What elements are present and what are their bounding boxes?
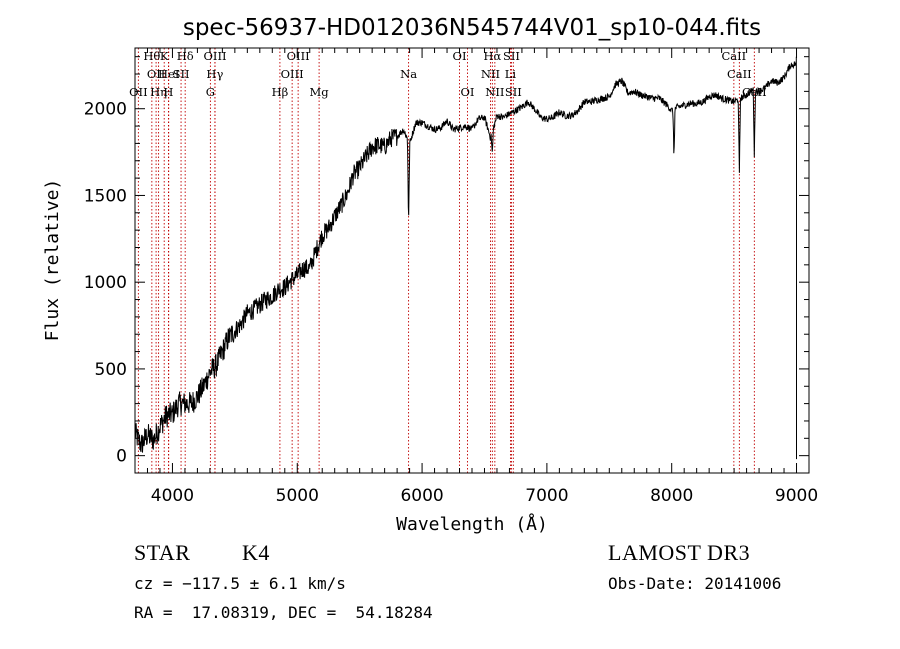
spectral-line-label: OII: [129, 85, 148, 99]
spectral-line-label: OIII: [287, 49, 310, 63]
spectral-line-label: Hγ: [206, 67, 223, 81]
plot-frame: [134, 47, 810, 474]
y-tick-label: 0: [116, 447, 127, 467]
y-tick-label: 1000: [84, 273, 127, 293]
spectral-line-label: OI: [461, 85, 475, 99]
x-tick-label: 4000: [151, 486, 194, 506]
spectral-line-markers: [137, 48, 755, 473]
spectral-line-label: NII: [485, 85, 504, 99]
flux-series-line: [134, 56, 797, 460]
x-tick-label: 7000: [525, 486, 568, 506]
spectral-line-label: Hδ: [177, 49, 194, 63]
y-tick-label: 1500: [84, 186, 127, 206]
observation-date: Obs-Date: 20141006: [608, 574, 782, 593]
spectral-line-label: NII: [481, 67, 500, 81]
spectral-line-label: OII: [147, 67, 166, 81]
x-axis-label: Wavelength (Å): [396, 513, 548, 535]
spectral-line-label: K: [160, 49, 169, 63]
object-subclass: K4: [242, 540, 270, 565]
spectral-line-label: SII: [173, 67, 190, 81]
spectral-line-label: SII: [503, 49, 520, 63]
redshift-velocity: cz = −117.5 ± 6.1 km/s: [134, 574, 346, 593]
spectral-line-label: H: [163, 85, 173, 99]
spectral-line-label: Li: [505, 67, 517, 81]
x-tick-label: 6000: [400, 486, 443, 506]
y-axis-ticks: 0 500 1000 1500 2000: [84, 56, 809, 474]
spectral-line-label: CaII: [721, 49, 746, 63]
spectral-line-label: Hα: [483, 49, 501, 63]
spectral-line-label: Na: [400, 67, 417, 81]
spectral-line-label: Hθ: [143, 49, 160, 63]
x-tick-label: 5000: [276, 486, 319, 506]
spectral-line-label: G: [206, 85, 215, 99]
x-tick-label: 9000: [775, 486, 818, 506]
spectral-line-label: OI: [453, 49, 467, 63]
chart-title: spec-56937-HD012036N545744V01_sp10-044.f…: [183, 15, 761, 41]
y-axis-label: Flux (relative): [42, 179, 63, 342]
object-class: STAR: [134, 540, 191, 565]
spectral-line-label: OIII: [281, 67, 304, 81]
x-axis-ticks: 4000 5000 6000 7000 8000 9000: [146, 48, 818, 506]
spectral-line-label: Hη: [150, 85, 167, 99]
x-tick-label: 8000: [650, 486, 693, 506]
spectral-line-label: CaII: [727, 67, 752, 81]
survey-name: LAMOST DR3: [608, 540, 751, 565]
spectral-line-label: Mg: [310, 85, 330, 99]
sky-coordinates: RA = 17.08319, DEC = 54.18284: [134, 603, 433, 622]
spectral-line-label: SII: [505, 85, 522, 99]
y-tick-label: 500: [95, 360, 127, 380]
y-tick-label: 2000: [84, 100, 127, 120]
spectral-line-label: OIII: [203, 49, 226, 63]
spectral-line-label: HeI: [158, 67, 179, 81]
spectral-line-label: Hβ: [272, 85, 289, 99]
